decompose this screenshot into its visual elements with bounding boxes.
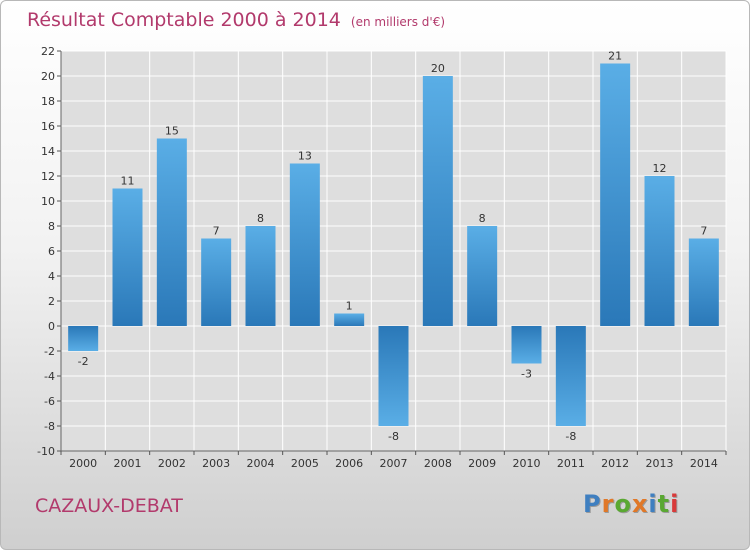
bar — [201, 238, 232, 326]
y-tick-label: 22 — [41, 45, 55, 58]
x-tick-label: 2000 — [69, 457, 97, 470]
bar — [378, 326, 409, 426]
data-label: 1 — [346, 300, 353, 313]
bar — [467, 226, 498, 326]
x-tick-label: 2004 — [247, 457, 275, 470]
x-tick-label: 2013 — [646, 457, 674, 470]
bar — [600, 63, 631, 326]
x-tick-label: 2014 — [690, 457, 718, 470]
x-tick-label: 2001 — [114, 457, 142, 470]
y-tick-label: 2 — [48, 295, 55, 308]
y-tick-label: 8 — [48, 220, 55, 233]
data-label: 8 — [257, 212, 264, 225]
logo-letter: r — [601, 490, 615, 518]
y-tick-label: 16 — [41, 120, 55, 133]
data-label: 8 — [479, 212, 486, 225]
logo-letter: t — [657, 490, 671, 518]
title-unit: (en milliers d'€) — [350, 15, 446, 29]
x-tick-label: 2003 — [202, 457, 230, 470]
commune-name: CAZAUX-DEBAT — [35, 495, 183, 517]
data-label: -8 — [388, 430, 399, 443]
data-label: -8 — [565, 430, 576, 443]
y-tick-label: 6 — [48, 245, 55, 258]
x-tick-label: 2010 — [513, 457, 541, 470]
x-tick-label: 2005 — [291, 457, 319, 470]
x-tick-label: 2012 — [601, 457, 629, 470]
y-tick-label: 10 — [41, 195, 55, 208]
data-label: 15 — [165, 125, 179, 138]
data-label: 7 — [700, 225, 707, 238]
logo-letter: i — [648, 490, 658, 518]
bars — [68, 63, 719, 426]
bar — [245, 226, 276, 326]
bar — [112, 188, 143, 326]
bar — [422, 76, 453, 326]
x-tick-label: 2006 — [335, 457, 363, 470]
title-text: Résultat Comptable 2000 à 2014 — [27, 9, 341, 31]
data-label: 20 — [431, 62, 445, 75]
logo-letter: x — [631, 490, 649, 518]
y-tick-label: 12 — [41, 170, 55, 183]
y-tick-label: 14 — [41, 145, 55, 158]
data-label: 11 — [121, 175, 135, 188]
y-tick-label: 20 — [41, 70, 55, 83]
data-label: 7 — [213, 225, 220, 238]
chart-title: Résultat Comptable 2000 à 2014 (en millie… — [27, 9, 445, 31]
bar — [555, 326, 586, 426]
bar — [511, 326, 542, 364]
data-label: 13 — [298, 150, 312, 163]
y-tick-label: -8 — [44, 420, 55, 433]
bar — [644, 176, 675, 326]
x-tick-label: 2009 — [468, 457, 496, 470]
bar — [334, 313, 365, 326]
proxiti-logo[interactable]: Proxiti — [583, 490, 679, 518]
bar — [68, 326, 99, 351]
bar — [688, 238, 719, 326]
y-tick-label: 4 — [48, 270, 55, 283]
labels: -2 11 15 7 8 13 1 -8 20 8 -3 -8 21 12 7 — [78, 50, 708, 444]
logo-letter: o — [614, 490, 632, 518]
x-tick-label: 2008 — [424, 457, 452, 470]
data-label: -3 — [521, 368, 532, 381]
y-tick-label: -10 — [37, 445, 55, 458]
y-tick-label: 18 — [41, 95, 55, 108]
x-tick-label: 2007 — [380, 457, 408, 470]
logo-letter: P — [583, 490, 602, 518]
y-tick-label: -2 — [44, 345, 55, 358]
y-tick-label: -6 — [44, 395, 55, 408]
y-tick-label: 0 — [48, 320, 55, 333]
data-label: -2 — [78, 355, 89, 368]
x-tick-label: 2011 — [557, 457, 585, 470]
data-label: 21 — [608, 50, 622, 63]
logo-letter: i — [670, 490, 680, 518]
bar — [156, 138, 187, 326]
bar — [289, 163, 320, 326]
x-tick-label: 2002 — [158, 457, 186, 470]
y-tick-label: -4 — [44, 370, 55, 383]
data-label: 12 — [653, 162, 667, 175]
